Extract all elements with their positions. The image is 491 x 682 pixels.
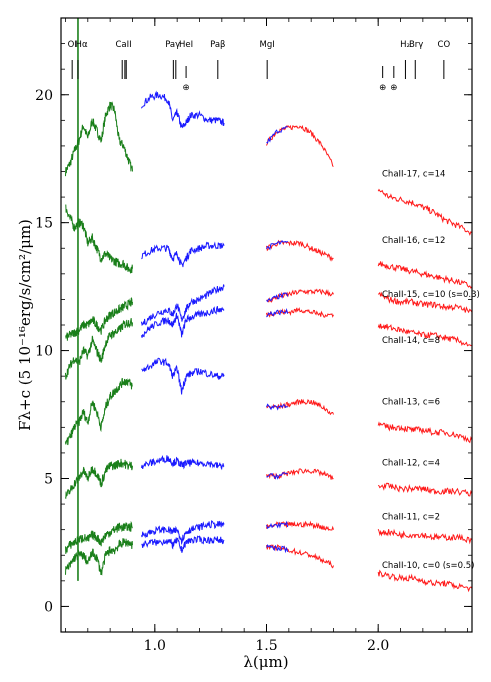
spectrum-line bbox=[377, 482, 472, 497]
series-label: ChaII-11, c=2 bbox=[382, 512, 440, 522]
y-tick-label: 20 bbox=[35, 88, 53, 104]
spectrum-line bbox=[266, 520, 334, 531]
spectrum-line bbox=[140, 90, 225, 129]
earth-symbol: ⊕ bbox=[390, 83, 397, 93]
line-marker-label: CaII bbox=[115, 40, 131, 50]
line-marker-label: Hα bbox=[76, 40, 88, 50]
spectrum-line bbox=[65, 101, 133, 177]
series-labels: ChaII-17, c=14 ChaII-16, c=12 ChaII-15, c=… bbox=[382, 170, 480, 571]
spectrum-line bbox=[65, 318, 133, 380]
series-label: ChaII-15, c=10 (s=0.3) bbox=[382, 290, 480, 300]
spectrum-line bbox=[266, 520, 289, 530]
spectrum-line bbox=[141, 535, 225, 553]
x-tick-label: 1.0 bbox=[144, 638, 166, 654]
axis-ticks: 1.0 1.5 2.0 0 5 10 15 20 bbox=[35, 17, 472, 654]
spectrum-line bbox=[266, 292, 289, 303]
spectrum-line bbox=[140, 306, 225, 338]
line-marker-label: MgI bbox=[260, 40, 275, 50]
spectrum-line bbox=[266, 240, 288, 251]
spectrum-line bbox=[266, 307, 289, 318]
spectrum-line bbox=[266, 403, 288, 411]
spectrum-line bbox=[65, 204, 133, 274]
spectrum-line bbox=[377, 291, 472, 314]
y-tick-label: 5 bbox=[44, 472, 53, 488]
y-tick-label: 15 bbox=[35, 216, 53, 232]
line-marker-label: OI bbox=[68, 40, 77, 50]
spectrum-line bbox=[266, 544, 334, 569]
line-marker-label: Paβ bbox=[210, 40, 225, 50]
y-axis-title: Fλ+c (5 10⁻¹⁶erg/s/cm²/μm) bbox=[16, 219, 34, 431]
line-marker-label: H₂ bbox=[400, 40, 410, 50]
plot-content bbox=[65, 18, 472, 593]
spectrum-line bbox=[266, 307, 334, 318]
x-tick-label: 1.5 bbox=[255, 638, 277, 654]
y-tick-label: 0 bbox=[44, 599, 53, 615]
spectrum-line bbox=[65, 520, 133, 554]
x-axis-title: λ(μm) bbox=[243, 653, 288, 671]
spectrum-line bbox=[65, 538, 133, 576]
spectrum-line bbox=[65, 297, 133, 341]
series-label: ChaII-16, c=12 bbox=[382, 236, 445, 246]
spectrum-line bbox=[65, 458, 133, 499]
spectrum-line bbox=[377, 528, 472, 545]
line-marker-label: CO bbox=[438, 40, 451, 50]
spectrum-line bbox=[140, 520, 225, 546]
series-label: ChaII-10, c=0 (s=0.5) bbox=[382, 561, 474, 571]
spectrum-line bbox=[266, 472, 288, 480]
earth-symbol: ⊕ bbox=[379, 83, 386, 93]
series-label: ChaII-12, c=4 bbox=[382, 459, 440, 469]
spectrum-line bbox=[141, 357, 225, 395]
line-marker-label: HeI bbox=[179, 40, 193, 50]
spectrum-line bbox=[377, 421, 472, 444]
spectrum-line bbox=[377, 569, 472, 593]
spectrum-line bbox=[65, 377, 133, 446]
spectrum-line bbox=[377, 261, 472, 289]
line-marker-label: Paγ bbox=[165, 40, 180, 50]
spectrum-line bbox=[140, 284, 225, 327]
series-label: ChaII-17, c=14 bbox=[382, 170, 445, 180]
spectrum-line bbox=[266, 468, 334, 480]
spectrum-line bbox=[266, 239, 334, 262]
x-tick-label: 2.0 bbox=[367, 638, 389, 654]
spectrum-line bbox=[266, 124, 334, 167]
spectrum-line bbox=[266, 126, 288, 144]
spectrum-line bbox=[140, 455, 225, 471]
series-label: ChaII-13, c=6 bbox=[382, 397, 440, 407]
spectrum-line bbox=[377, 323, 472, 347]
series-label: ChaII-14, c=8 bbox=[382, 336, 440, 346]
earth-symbol: ⊕ bbox=[183, 83, 190, 93]
spectrum-line bbox=[266, 544, 289, 554]
line-marker-label: Brγ bbox=[409, 40, 423, 50]
spectrum-line bbox=[141, 241, 225, 268]
spectrum-line bbox=[377, 188, 472, 236]
y-tick-label: 10 bbox=[35, 344, 53, 360]
